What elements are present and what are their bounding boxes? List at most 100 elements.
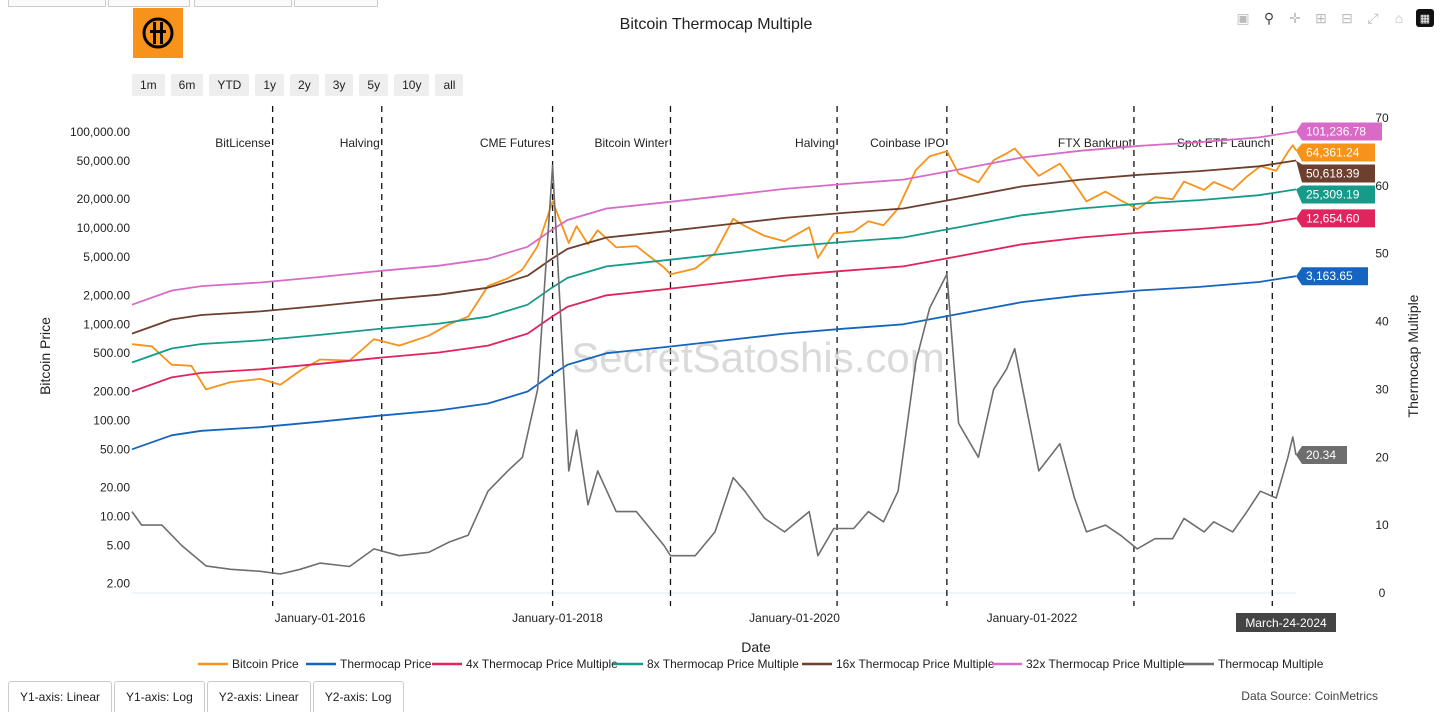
y-tick-label: 100,000.00 [70,125,130,139]
watermark: SecretSatoshis.com [571,334,945,381]
y-tick-label: 2,000.00 [83,288,130,302]
y2-tick-label: 10 [1375,518,1389,532]
y2-tick-label: 20 [1375,450,1389,464]
top-tab[interactable] [108,0,190,7]
range-button-1y[interactable]: 1y [255,74,285,96]
hover-date-label: March-24-2024 [1245,616,1327,630]
last-value-label: 50,618.39 [1306,167,1360,181]
camera-icon[interactable]: ▣ [1236,9,1250,26]
top-tab-strip [0,0,1456,8]
y2-tick-label: 40 [1375,315,1389,329]
zoom-in-icon[interactable]: ⊞ [1315,9,1327,26]
last-value-labels-layer: 101,236.78 64,361.24 50,618.39 25,309.19 12,… [1296,122,1382,464]
y-tick-label: 200.00 [93,384,130,398]
y-tick-label: 10,000.00 [77,221,131,235]
y-tick-label: 20,000.00 [77,192,131,206]
range-button-all[interactable]: all [435,74,464,96]
range-button-10y[interactable]: 10y [394,74,430,96]
y-tick-label: 1,000.00 [83,317,130,331]
series-layer [131,130,1297,575]
y-tick-label: 500.00 [93,346,130,360]
y2-tick-label: 70 [1375,111,1389,125]
last-value-badge [1296,445,1347,464]
y2-axis-title: Thermocap Multiple [1405,294,1421,417]
plotly-logo-icon[interactable]: ▦ [1416,9,1434,27]
legend-label: 32x Thermocap Price Multiple [1026,657,1185,671]
range-selector: 1m 6m YTD 1y 2y 3y 5y 10y all [132,74,464,96]
axis-scale-tabs: Y1-axis: Linear Y1-axis: Log Y2-axis: Li… [8,681,404,712]
y-axis-title: Bitcoin Price [37,317,53,395]
zoom-out-icon[interactable]: ⊟ [1341,9,1353,26]
y-tick-label: 100.00 [93,413,130,427]
pan-icon[interactable]: ✛ [1289,9,1301,26]
legend-label: 4x Thermocap Price Multiple [466,657,618,671]
y-tick-label: 20.00 [100,481,130,495]
event-label: Halving [340,136,380,150]
range-button-ytd[interactable]: YTD [209,74,250,96]
y2-linear-button[interactable]: Y2-axis: Linear [206,681,311,712]
y1-log-button[interactable]: Y1-axis: Log [114,681,205,712]
last-value-badge [1296,143,1375,162]
y-tick-label: 50,000.00 [77,154,131,168]
modebar: ▣ ⚲ ✛ ⊞ ⊟ ⤢ ⌂ ▦ [1234,8,1434,28]
home-icon[interactable]: ⌂ [1394,10,1404,26]
range-button-5y[interactable]: 5y [359,74,389,96]
range-button-2y[interactable]: 2y [290,74,319,96]
series-line-4x-thermocap-price-multiple [131,217,1297,393]
zoom-icon[interactable]: ⚲ [1263,9,1275,26]
y2-tick-label: 0 [1379,586,1386,600]
y-tick-label: 5,000.00 [83,250,130,264]
event-label: Coinbase IPO [870,136,945,150]
range-button-1m[interactable]: 1m [132,74,165,96]
autoscale-icon[interactable]: ⤢ [1367,9,1379,26]
x-tick-label: January-01-2016 [275,611,366,625]
legend-label: Bitcoin Price [232,657,299,671]
axes-layer: 100,000.00 50,000.00 20,000.00 10,000.00 5,0… [70,111,1389,632]
top-tab[interactable] [8,0,106,7]
chart-title: Bitcoin Thermocap Multiple [619,16,813,33]
y2-tick-label: 60 [1375,179,1389,193]
last-value-label: 64,361.24 [1306,146,1360,160]
event-label: CME Futures [480,136,551,150]
y2-log-button[interactable]: Y2-axis: Log [312,681,404,712]
range-button-3y[interactable]: 3y [324,74,354,96]
y-tick-label: 50.00 [100,442,130,456]
series-line-16x-thermocap-price-multiple [131,159,1297,335]
data-source: Data Source: CoinMetrics [1241,689,1378,703]
y2-tick-label: 30 [1375,382,1389,396]
range-button-6m[interactable]: 6m [170,74,204,96]
legend-label: 16x Thermocap Price Multiple [836,657,995,671]
legend-label: 8x Thermocap Price Multiple [647,657,799,671]
hover-date-badge [1236,606,1336,632]
event-label: Bitcoin Winter [594,136,668,150]
last-value-badge [1296,122,1382,141]
top-tab[interactable] [294,0,378,7]
last-value-badge [1296,185,1375,204]
legend: Bitcoin Price Thermocap Price 4x Thermocap… [198,657,1324,671]
last-value-label: 12,654.60 [1306,211,1360,225]
event-label: Spot ETF Launch [1177,136,1270,150]
event-label: FTX Bankrupt [1058,136,1133,150]
series-line-thermocap-price [131,275,1297,451]
y-tick-label: 5.00 [107,538,131,552]
x-tick-label: January-01-2020 [749,611,840,625]
y2-tick-label: 50 [1375,247,1389,261]
series-line-thermocap-multiple [131,164,1297,575]
last-value-label: 20.34 [1306,448,1336,462]
top-tab[interactable] [194,0,292,7]
legend-label: Thermocap Price [340,657,432,671]
legend-label: Thermocap Multiple [1218,657,1324,671]
last-value-badge [1296,267,1368,286]
bitcoin-logo [133,8,183,58]
last-value-badge [1296,160,1375,183]
x-tick-label: January-01-2018 [512,611,603,625]
event-label: BitLicense [215,136,271,150]
y1-linear-button[interactable]: Y1-axis: Linear [8,681,113,712]
last-value-label: 3,163.65 [1306,269,1353,283]
last-value-label: 25,309.19 [1306,188,1360,202]
series-line-8x-thermocap-price-multiple [131,188,1297,364]
event-lines-layer: BitLicense Halving CME Futures Bitcoin Wint… [215,106,1273,606]
last-value-badge [1296,209,1375,228]
x-tick-label: January-01-2022 [987,611,1078,625]
